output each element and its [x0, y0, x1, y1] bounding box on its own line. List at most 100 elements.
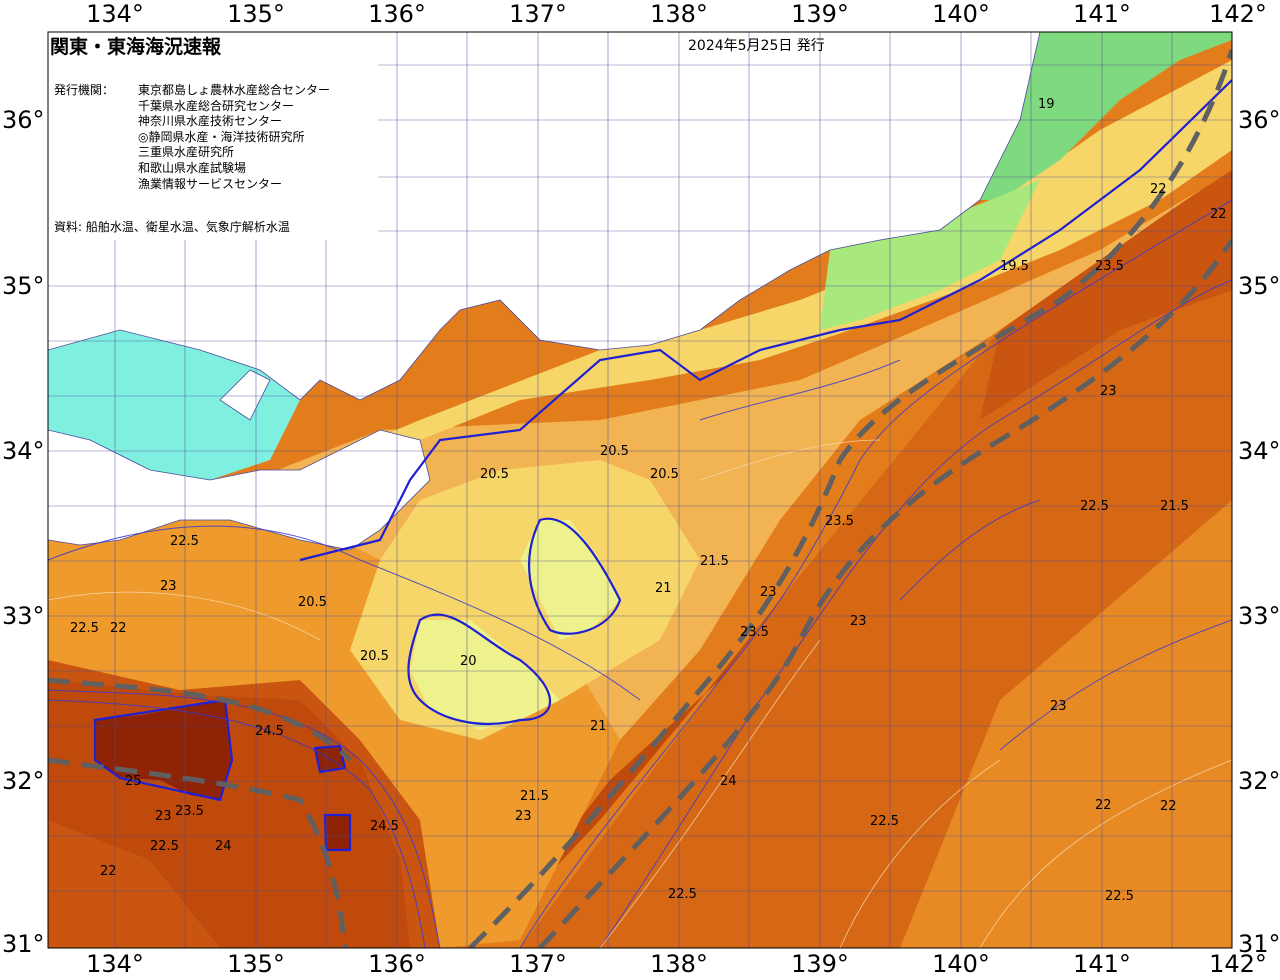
issuers-label: 発行機関： [54, 83, 115, 97]
lat-label-left: 31° [2, 930, 45, 958]
lon-label-top: 139° [791, 0, 849, 28]
map-area: 19 19.5 20 20.5 20.5 20.5 20.5 20.5 21.5… [47, 31, 1233, 949]
contour-label: 23 [160, 579, 177, 594]
contour-label: 23 [155, 809, 172, 824]
lon-label-bottom: 140° [932, 950, 990, 978]
issuer-item: 千葉県水産総合研究センター [138, 98, 295, 113]
contour-label: 19.5 [1000, 259, 1029, 274]
contour-label: 22 [1210, 207, 1227, 222]
contour-label: 21 [590, 719, 607, 734]
lon-label-top: 141° [1073, 0, 1131, 28]
contour-label: 24.5 [370, 819, 399, 834]
map-title: 関東・東海海況速報 [50, 36, 222, 58]
contour-label: 20 [460, 654, 477, 669]
contour-label: 20.5 [600, 444, 629, 459]
isotherm-lines-thin [48, 199, 1232, 948]
lon-label-bottom: 135° [227, 950, 285, 978]
contour-label: 22.5 [170, 534, 199, 549]
contour-label: 22 [1160, 799, 1177, 814]
lat-label-right: 35° [1238, 272, 1280, 300]
contour-label: 24 [215, 839, 232, 854]
contour-label: 22.5 [668, 887, 697, 902]
lon-label-bottom: 142° [1209, 950, 1267, 978]
lat-label-right: 36° [1238, 106, 1280, 134]
lon-label-bottom: 134° [86, 950, 144, 978]
lat-label-right: 31° [1238, 930, 1280, 958]
sea-19-5 [820, 180, 1040, 330]
map-border [47, 31, 1233, 949]
contour-label: 23.5 [740, 625, 769, 640]
contour-label: 21.5 [1160, 499, 1189, 514]
lat-label-right: 32° [1238, 767, 1280, 795]
contour-label: 21.5 [520, 789, 549, 804]
lon-label-bottom: 138° [650, 950, 708, 978]
contour-label: 22.5 [70, 621, 99, 636]
info-panel-bg [48, 32, 378, 240]
issuer-item: 漁業情報サービスセンター [138, 176, 283, 191]
contour-label: 23 [515, 809, 532, 824]
issuer-item: ◎静岡県水産・海洋技術研究所 [138, 129, 305, 144]
contour-label: 22.5 [1080, 499, 1109, 514]
contour-label: 20.5 [480, 467, 509, 482]
seto-inland-sea [48, 330, 300, 480]
contour-label: 22 [1095, 798, 1112, 813]
issuer-item: 和歌山県水産試験場 [138, 160, 247, 175]
issuer-item: 東京都島しょ農林水産総合センター [138, 83, 331, 97]
contour-label: 22 [100, 864, 117, 879]
lat-label-left: 34° [2, 437, 45, 465]
lon-label-top: 134° [86, 0, 144, 28]
lon-label-top: 136° [368, 0, 426, 28]
sea-24-north [980, 170, 1232, 420]
lon-label-top: 142° [1209, 0, 1267, 28]
sea-20-pocket [520, 520, 620, 640]
lon-label-top: 135° [227, 0, 285, 28]
contour-label: 22 [1150, 182, 1167, 197]
contour-label: 22 [110, 621, 127, 636]
lon-label-bottom: 137° [509, 950, 567, 978]
contour-label: 24 [720, 774, 737, 789]
contour-label: 20.5 [650, 467, 679, 482]
sea-20-pocket-2 [410, 620, 560, 730]
issuer-item: 神奈川県水産技術センター [138, 114, 283, 129]
lon-label-bottom: 139° [791, 950, 849, 978]
issuer-item: 三重県水産研究所 [138, 145, 235, 160]
lat-label-left: 36° [2, 106, 45, 134]
kuroshio-axis [48, 49, 1232, 948]
contour-label-group: 19 19.5 20 20.5 20.5 20.5 20.5 20.5 21.5… [70, 97, 1227, 904]
contour-label: 23.5 [175, 804, 204, 819]
lat-label-right: 33° [1238, 602, 1280, 630]
contour-label: 20.5 [360, 649, 389, 664]
sea-25-patch-3 [325, 815, 350, 850]
contour-label: 23 [1100, 384, 1117, 399]
contour-label: 23 [850, 614, 867, 629]
lat-label-left: 32° [2, 767, 45, 795]
contour-label: 19 [1038, 97, 1055, 112]
contour-label: 21.5 [700, 554, 729, 569]
lon-label-bottom: 141° [1073, 950, 1131, 978]
contour-label: 23 [760, 585, 777, 600]
contour-label: 23.5 [1095, 259, 1124, 274]
contour-label: 23.5 [825, 514, 854, 529]
lon-label-top: 137° [509, 0, 567, 28]
contour-label: 22.5 [150, 839, 179, 854]
issue-date: 2024年5月25日 発行 [688, 38, 825, 54]
lat-label-right: 34° [1238, 437, 1280, 465]
data-source: 資料: 船舶水温、衛星水温、気象庁解析水温 [54, 220, 290, 234]
contour-label: 24.5 [255, 724, 284, 739]
sea-19 [980, 32, 1232, 200]
contour-label: 21 [655, 581, 672, 596]
sea-21 [200, 190, 1200, 740]
contour-label: 22.5 [1105, 889, 1134, 904]
lat-label-left: 35° [2, 272, 45, 300]
lat-label-left: 33° [2, 602, 45, 630]
lon-label-bottom: 136° [368, 950, 426, 978]
contour-label: 22.5 [870, 814, 899, 829]
lon-label-top: 140° [932, 0, 990, 28]
contour-label: 20.5 [298, 595, 327, 610]
lon-label-top: 138° [650, 0, 708, 28]
issuers-list: 東京都島しょ農林水産総合センター 千葉県水産総合研究センター 神奈川県水産技術セ… [138, 83, 330, 192]
sea-25-patch [95, 700, 232, 800]
contour-label: 25 [125, 774, 142, 789]
contour-label: 23 [1050, 699, 1067, 714]
